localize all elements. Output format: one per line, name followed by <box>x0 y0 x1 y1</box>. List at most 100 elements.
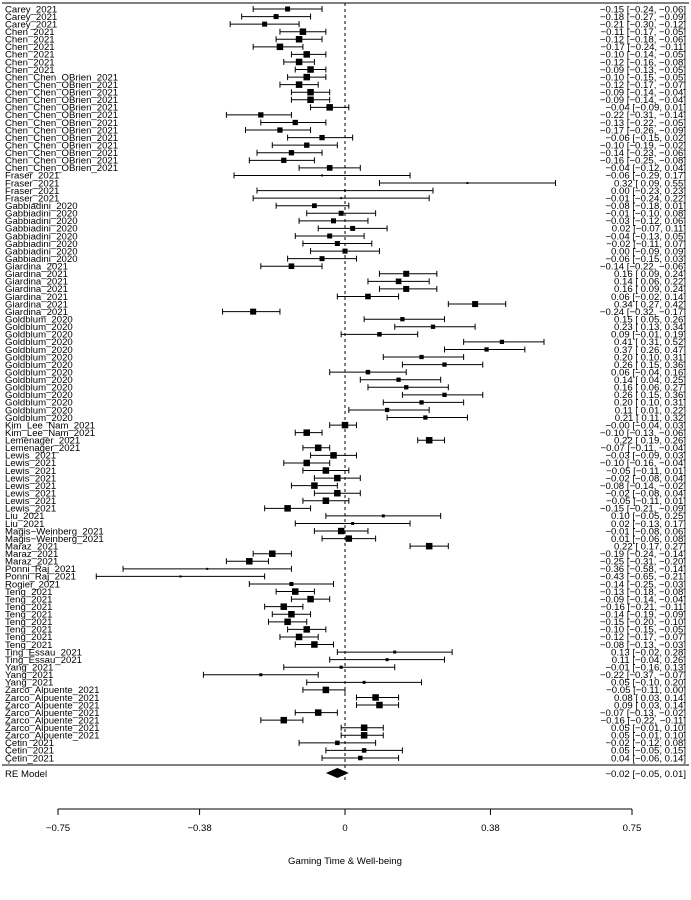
study-label: Goldblum_2020 <box>5 413 73 424</box>
study-label: Giardina_2021 <box>5 307 68 318</box>
estimate-text: 0.22 [ 0.19, 0.26] <box>614 436 686 447</box>
study-label: Chen_Chen_OBrien_2021 <box>5 110 118 121</box>
estimate-text: −0.16 [−0.21, −0.11] <box>601 602 686 613</box>
point-estimate <box>345 535 353 542</box>
study-row: Teng_2021 −0.09 [−0.14, −0.04] <box>5 594 686 605</box>
study-label: Lewis_2021 <box>5 489 56 500</box>
study-row: Maraz_2021 −0.19 [−0.24, −0.14] <box>5 549 686 560</box>
estimate-text: −0.09 [−0.14, −0.04] <box>600 88 686 99</box>
study-label: Chen_2021 <box>5 35 55 46</box>
study-row: Chen_2021 −0.12 [−0.16, −0.08] <box>5 57 686 68</box>
point-estimate <box>288 150 295 156</box>
point-estimate <box>295 81 303 88</box>
study-row: Giardina_2021 0.34 [ 0.27, 0.42] <box>5 299 686 310</box>
estimate-text: −0.15 [−0.20, −0.10] <box>600 617 686 628</box>
point-estimate <box>311 641 318 648</box>
study-label: Goldblum_2020 <box>5 383 73 394</box>
point-estimate <box>400 317 405 322</box>
estimate-text: 0.05 [−0.05, 0.15] <box>611 746 686 757</box>
estimate-text: 0.06 [−0.04, 0.16] <box>611 367 686 378</box>
study-label: Chen_Chen_OBrien_2021 <box>5 140 118 151</box>
study-row: Ponni_Raj_2021 −0.36 [−0.58, −0.14] <box>5 564 686 575</box>
point-estimate <box>466 182 469 184</box>
estimate-text: 0.22 [ 0.17, 0.27] <box>614 541 686 552</box>
estimate-text: −0.22 [−0.31, −0.14] <box>600 110 686 121</box>
study-row: Zarco_Alpuente_2021 −0.05 [−0.11, 0.00] <box>5 685 686 696</box>
estimate-text: 0.14 [ 0.04, 0.25] <box>614 375 686 386</box>
study-label: Gabbiadini_2020 <box>5 216 78 227</box>
point-estimate <box>351 521 355 525</box>
estimate-text: −0.02 [−0.12, 0.08] <box>605 738 686 749</box>
study-label: Chen_Chen_OBrien_2021 <box>5 95 118 106</box>
estimate-text: −0.08 [−0.13, −0.03] <box>600 640 686 651</box>
study-label: Teng_2021 <box>5 587 52 598</box>
study-label: Magis−Weinberg_2021 <box>5 534 104 545</box>
point-estimate <box>344 189 346 192</box>
estimate-text: 0.34 [ 0.27, 0.42] <box>614 299 686 310</box>
study-label: Giardina_2021 <box>5 269 68 280</box>
point-estimate <box>319 256 325 262</box>
estimate-text: 0.09 [−0.01, 0.19] <box>611 330 686 341</box>
estimate-text: 0.20 [ 0.10, 0.31] <box>614 398 686 409</box>
study-row: Lewis_2021 −0.08 [−0.14, −0.02] <box>5 481 686 492</box>
point-estimate <box>281 157 287 163</box>
estimate-text: −0.17 [−0.26, −0.09] <box>600 125 686 136</box>
study-label: Teng_2021 <box>5 617 52 628</box>
estimate-text: 0.20 [ 0.10, 0.31] <box>614 352 686 363</box>
study-label: Chen_Chen_OBrien_2021 <box>5 156 118 167</box>
study-row: Gabbiadini_2020 −0.02 [−0.11, 0.07] <box>5 239 686 250</box>
study-row: Lewis_2021 −0.03 [−0.09, 0.03] <box>5 451 686 462</box>
x-axis: −0.75 −0.38 0 0.38 0.75 <box>46 808 641 834</box>
estimate-text: −0.01 [−0.08, 0.06] <box>605 526 686 537</box>
point-estimate <box>303 459 310 467</box>
estimate-text: −0.04 [−0.09, 0.01] <box>605 103 686 114</box>
estimate-text: 0.15 [ 0.05, 0.26] <box>614 314 686 325</box>
study-label: Maraz_2021 <box>5 557 58 568</box>
study-label: Goldblum_2020 <box>5 367 73 378</box>
study-row: Goldblum_2020 0.20 [ 0.10, 0.31] <box>5 398 686 409</box>
study-label: Yang_2021 <box>5 663 53 674</box>
study-row: Giardina_2021 0.16 [ 0.09, 0.24] <box>5 269 686 280</box>
study-row: Teng_2021 −0.08 [−0.13, −0.03] <box>5 640 686 651</box>
estimate-text: 0.21 [ 0.11, 0.32] <box>615 413 686 424</box>
study-label: Lemenager_2021 <box>5 436 80 447</box>
point-estimate <box>307 96 314 104</box>
study-row: Chen_Chen_OBrien_2021 −0.12 [−0.17, −0.07… <box>5 80 686 91</box>
study-label: Lewis_2021 <box>5 473 56 484</box>
study-row: Magis−Weinberg_2021 0.01 [−0.06, 0.08] <box>5 534 686 545</box>
point-estimate <box>259 673 263 677</box>
study-label: Goldblum_2020 <box>5 322 73 333</box>
study-row: Chen_Chen_OBrien_2021 −0.13 [−0.22, −0.05… <box>5 118 686 129</box>
study-label: Zarco_Alpuente_2021 <box>5 731 99 742</box>
estimate-text: −0.25 [−0.31, −0.20] <box>600 557 686 568</box>
study-row: Zarco_Alpuente_2021 0.05 [−0.01, 0.10] <box>5 723 686 734</box>
estimate-text: −0.01 [−0.16, 0.13] <box>605 663 686 674</box>
study-row: Goldblum_2020 0.37 [ 0.26, 0.47] <box>5 345 686 356</box>
study-row: Çetin_2021 0.05 [−0.05, 0.15] <box>5 746 686 757</box>
estimate-text: 0.14 [ 0.06, 0.22] <box>614 277 686 288</box>
study-row: Chen_2021 −0.09 [−0.13, −0.05] <box>5 65 686 76</box>
point-estimate <box>423 415 428 420</box>
point-estimate <box>280 716 288 724</box>
estimate-text: −0.00 [−0.04, 0.03] <box>605 420 686 431</box>
study-label: Goldblum_2020 <box>5 375 73 386</box>
estimate-text: 0.26 [ 0.15, 0.36] <box>614 360 686 371</box>
study-row: Lewis_2021 −0.02 [−0.08, 0.04] <box>5 489 686 500</box>
study-label: Zarco_Alpuente_2021 <box>5 723 99 734</box>
point-estimate <box>322 497 330 505</box>
estimate-text: 0.23 [ 0.13, 0.34] <box>614 322 686 333</box>
study-row: Teng_2021 −0.14 [−0.19, −0.09] <box>5 610 686 621</box>
study-row: Magis−Weinberg_2021 −0.01 [−0.08, 0.06] <box>5 526 686 537</box>
estimate-text: 0.06 [−0.02, 0.14] <box>611 292 686 303</box>
study-label: Chen_2021 <box>5 50 55 61</box>
estimate-text: −0.09 [−0.14, −0.04] <box>600 95 686 106</box>
point-estimate <box>385 658 389 662</box>
point-estimate <box>404 385 409 390</box>
estimate-text: −0.03 [−0.12, 0.06] <box>605 216 686 227</box>
study-label: Goldblum_2020 <box>5 330 73 341</box>
study-label: Ting_Essau_2021 <box>5 647 82 658</box>
study-label: Goldblum_2020 <box>5 360 73 371</box>
estimate-text: 0.02 [−0.07, 0.11] <box>612 224 686 235</box>
estimate-text: 0.09 [ 0.03, 0.14] <box>614 700 686 711</box>
estimate-text: 0.00 [−0.09, 0.09] <box>611 246 686 257</box>
